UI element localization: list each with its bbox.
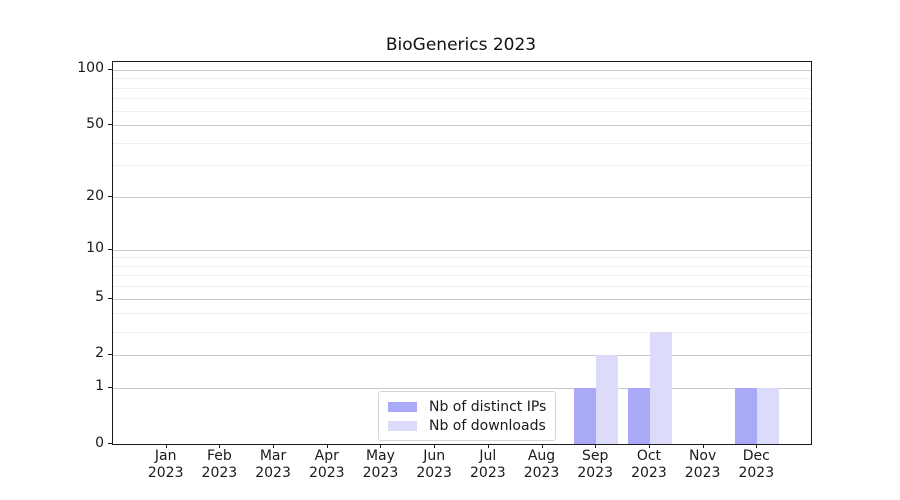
x-tick-label: May 2023	[362, 448, 399, 481]
y-tick-label: 100	[77, 60, 104, 77]
bar-dec-series0	[735, 387, 758, 444]
x-tick-label: Sep 2023	[577, 448, 614, 481]
legend-label-distinct-ips: Nb of distinct IPs	[429, 398, 547, 415]
x-tick	[702, 444, 704, 448]
y-tick	[108, 248, 112, 250]
y-gridline-minor	[113, 87, 811, 89]
x-tick	[487, 444, 489, 448]
y-tick	[108, 297, 112, 299]
plot-area	[112, 61, 812, 445]
y-tick-label: 0	[95, 434, 104, 451]
y-tick-label: 1	[95, 378, 104, 395]
x-tick-label: Mar 2023	[255, 448, 291, 481]
y-tick	[108, 124, 112, 126]
bar-oct-series0	[627, 387, 650, 444]
x-tick	[595, 444, 597, 448]
x-tick-label: Feb 2023	[201, 448, 238, 481]
y-gridline-minor	[113, 257, 811, 259]
y-tick-label: 10	[86, 240, 104, 256]
x-tick	[219, 444, 221, 448]
y-gridline-minor	[113, 142, 811, 144]
legend: Nb of distinct IPs Nb of downloads	[378, 391, 557, 441]
bar-dec-series1	[757, 387, 780, 444]
y-gridline-minor	[113, 265, 811, 267]
y-gridline-minor	[113, 286, 811, 288]
y-gridline-minor	[113, 110, 811, 112]
y-tick	[108, 443, 112, 444]
y-gridline-major	[113, 249, 811, 251]
y-tick	[108, 386, 112, 388]
y-gridline-major	[113, 197, 811, 199]
x-tick-label: Apr 2023	[308, 448, 345, 481]
y-gridline-major	[113, 69, 811, 71]
x-tick	[541, 444, 543, 448]
y-gridline-minor	[113, 275, 811, 277]
x-tick	[434, 444, 436, 448]
x-tick-label: Jun 2023	[416, 448, 452, 481]
y-tick-label: 50	[86, 115, 104, 132]
y-tick-label: 20	[86, 187, 104, 204]
x-tick-label: Jan 2023	[147, 448, 184, 481]
y-gridline-major	[113, 125, 811, 127]
bar-sep-series1	[596, 354, 619, 444]
legend-item-distinct-ips: Nb of distinct IPs	[388, 397, 546, 416]
x-tick	[326, 444, 328, 448]
y-gridline-minor	[113, 331, 811, 333]
legend-swatch-downloads-icon	[388, 420, 417, 431]
x-tick-label: Aug 2023	[523, 448, 560, 481]
y-gridline-major	[113, 387, 811, 389]
x-tick-label: Nov 2023	[684, 448, 721, 481]
legend-label-downloads: Nb of downloads	[429, 417, 546, 434]
x-tick	[380, 444, 382, 448]
x-tick-label: Jul 2023	[470, 448, 506, 481]
y-tick-label: 5	[95, 289, 104, 306]
y-tick	[108, 68, 112, 70]
legend-swatch-distinct-ips-icon	[388, 401, 417, 412]
y-gridline-minor	[113, 165, 811, 167]
y-gridline-minor	[113, 98, 811, 100]
y-gridline-minor	[113, 78, 811, 80]
y-gridline-major	[113, 354, 811, 356]
x-tick	[165, 444, 167, 448]
chart-title: BioGenerics 2023	[385, 35, 537, 55]
x-tick-label: Oct 2023	[631, 448, 667, 481]
x-tick	[756, 444, 758, 448]
y-gridline-major	[113, 298, 811, 300]
y-tick-label: 2	[95, 345, 104, 362]
legend-item-downloads: Nb of downloads	[388, 416, 546, 435]
y-tick	[108, 353, 112, 355]
x-tick-label: Dec 2023	[738, 448, 775, 481]
bar-oct-series1	[649, 331, 672, 444]
y-gridline-minor	[113, 313, 811, 315]
x-tick	[648, 444, 650, 448]
bar-sep-series0	[574, 387, 597, 444]
x-tick	[273, 444, 275, 448]
y-tick	[108, 196, 112, 198]
